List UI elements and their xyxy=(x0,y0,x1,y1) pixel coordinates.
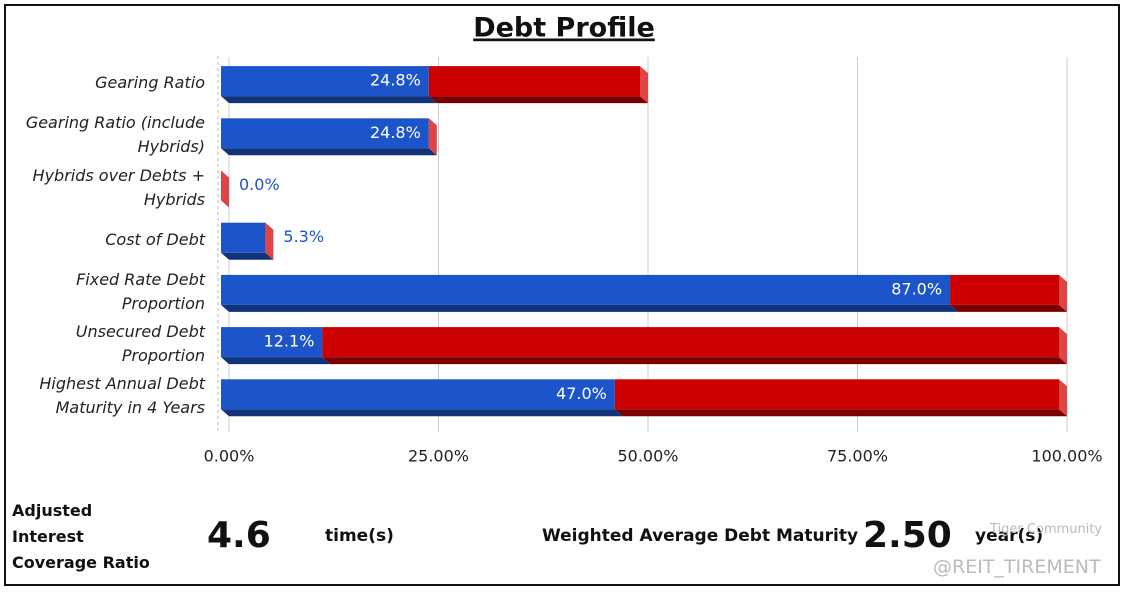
bar-end xyxy=(640,66,648,104)
bar xyxy=(950,274,1059,305)
bar xyxy=(221,222,266,253)
x-tick-label: 25.00% xyxy=(408,447,469,466)
bar-bottom xyxy=(221,357,331,365)
bar-end xyxy=(1059,327,1067,365)
y-tick-label: Unsecured Debt Proportion xyxy=(75,322,205,366)
bar-end xyxy=(1059,274,1067,312)
x-tick-label: 75.00% xyxy=(827,447,888,466)
bar-bottom xyxy=(221,304,959,312)
coverage-unit: time(s) xyxy=(325,526,394,546)
bar xyxy=(221,66,429,97)
bar xyxy=(221,118,429,149)
maturity-label: Weighted Average Debt Maturity xyxy=(542,526,859,546)
x-tick-label: 100.00% xyxy=(1031,447,1102,466)
x-tick-label: 0.00% xyxy=(204,447,255,466)
bar-bottom xyxy=(221,409,623,417)
data-label: 47.0% xyxy=(556,384,607,403)
watermark: Tiger Community xyxy=(990,522,1103,537)
bar-end xyxy=(428,118,437,156)
maturity-value: 2.50 xyxy=(863,515,952,556)
bar-bottom xyxy=(428,96,648,104)
bar-bottom xyxy=(221,252,274,260)
data-label: 12.1% xyxy=(264,332,315,351)
bar-bottom xyxy=(614,409,1067,417)
data-label: 24.8% xyxy=(370,123,421,142)
bar xyxy=(428,66,640,97)
y-tick-label: Gearing Ratio xyxy=(95,73,205,93)
bar xyxy=(221,327,323,358)
watermark: @REIT_TIREMENT xyxy=(933,556,1101,578)
x-tick-label: 50.00% xyxy=(617,447,678,466)
maturity-unit: year(s) xyxy=(975,526,1044,546)
bar xyxy=(221,274,951,305)
bar-bottom xyxy=(221,148,437,156)
bar xyxy=(322,327,1059,358)
bar-end xyxy=(1059,379,1067,417)
bar-end xyxy=(221,170,229,208)
y-tick-label: Gearing Ratio (include Hybrids) xyxy=(25,113,205,157)
data-label: 24.8% xyxy=(370,71,421,90)
chart-title: Debt Profile xyxy=(473,13,655,44)
frame xyxy=(4,4,1120,586)
y-tick-label: Highest Annual Debt Maturity in 4 Years xyxy=(39,374,205,418)
data-label: 87.0% xyxy=(891,279,942,298)
y-tick-label: Fixed Rate Debt Proportion xyxy=(76,269,205,313)
y-tick-label: Cost of Debt xyxy=(105,229,205,249)
data-label: 0.0% xyxy=(239,175,280,194)
bar-bottom xyxy=(221,96,437,104)
bar-bottom xyxy=(950,304,1067,312)
coverage-label: Adjusted Interest Coverage Ratio xyxy=(12,501,150,572)
y-tick-label: Hybrids over Debts + Hybrids xyxy=(32,165,205,209)
bar xyxy=(221,379,615,410)
bar xyxy=(614,379,1059,410)
data-label: 5.3% xyxy=(283,227,324,246)
bar-bottom xyxy=(322,357,1067,365)
bar-end xyxy=(265,222,274,260)
coverage-value: 4.6 xyxy=(207,515,271,556)
